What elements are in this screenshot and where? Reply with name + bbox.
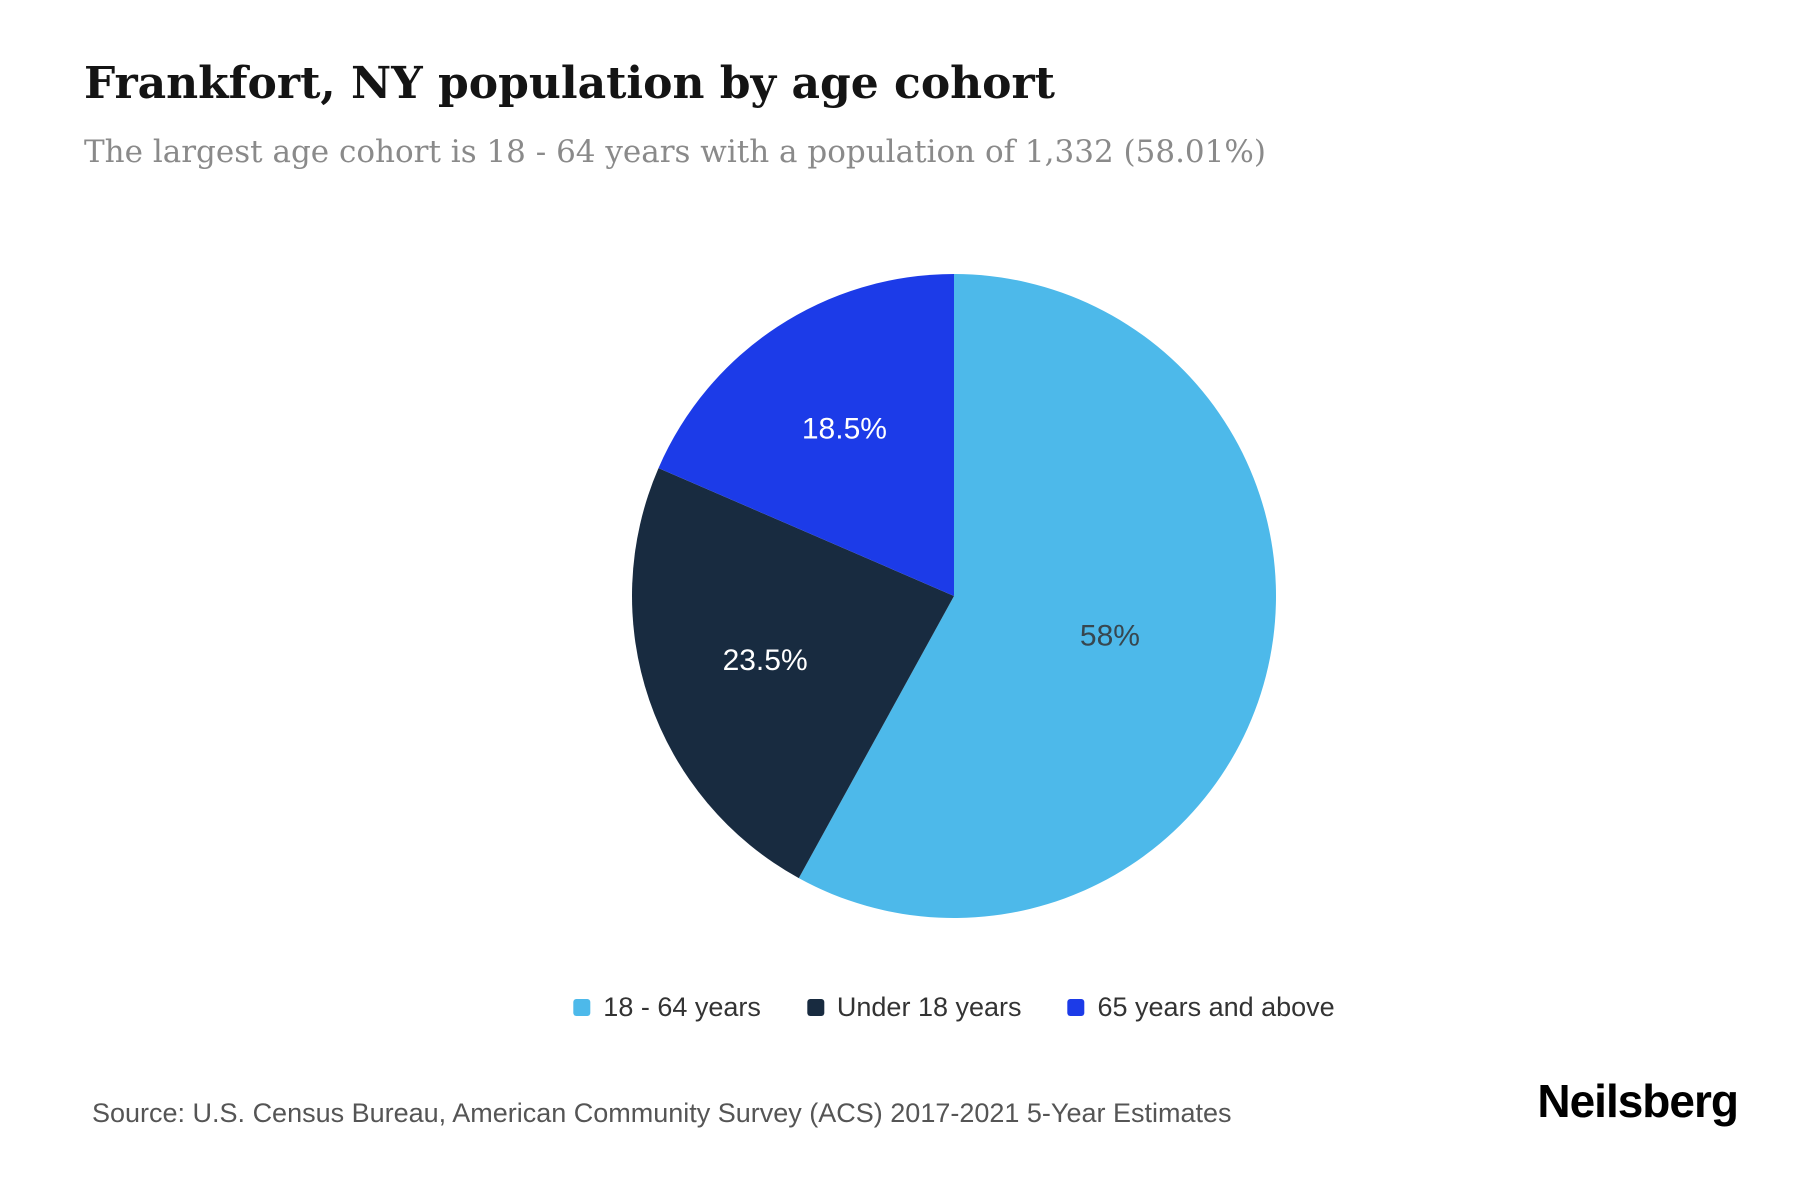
- pie-slice-2[interactable]: [658, 274, 955, 596]
- legend-swatch-icon: [573, 999, 591, 1016]
- pie-slice-label-0: 58%: [1080, 620, 1140, 653]
- legend-label: 18 - 64 years: [603, 992, 761, 1022]
- brand-logo: Neilsberg: [1537, 1075, 1739, 1127]
- pie-chart: 58% 23.5% 18.5%: [632, 274, 1276, 918]
- legend-item-65-years-and-above[interactable]: 65 years and above: [1067, 992, 1335, 1023]
- pie-slice-1[interactable]: [632, 468, 954, 879]
- pie-slice-label-2: 18.5%: [802, 413, 887, 446]
- legend-swatch-icon: [806, 999, 824, 1016]
- pie-slice-0[interactable]: [798, 274, 1276, 918]
- legend-label: 65 years and above: [1097, 992, 1335, 1022]
- page-title: Frankfort, NY population by age cohort: [84, 58, 1056, 109]
- legend-label: Under 18 years: [836, 992, 1022, 1022]
- pie-slice-label-1: 23.5%: [723, 644, 808, 677]
- chart-subtitle: The largest age cohort is 18 - 64 years …: [84, 134, 1266, 170]
- legend-item-18-64-years[interactable]: 18 - 64 years: [573, 992, 761, 1023]
- source-attribution: Source: U.S. Census Bureau, American Com…: [92, 1098, 1232, 1128]
- pie-chart-area: 58% 23.5% 18.5%: [624, 266, 1284, 926]
- chart-legend: 18 - 64 years Under 18 years 65 years an…: [573, 992, 1335, 1023]
- legend-item-under-18-years[interactable]: Under 18 years: [806, 992, 1022, 1023]
- legend-swatch-icon: [1067, 999, 1085, 1016]
